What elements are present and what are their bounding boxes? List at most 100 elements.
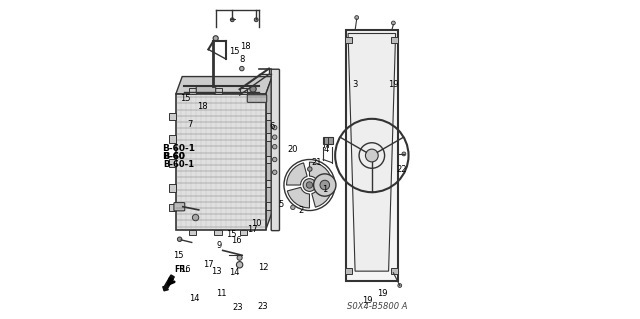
Text: 5: 5 <box>278 200 284 209</box>
Circle shape <box>308 167 312 171</box>
Circle shape <box>273 145 277 149</box>
Polygon shape <box>287 163 307 185</box>
Text: 9: 9 <box>216 241 221 250</box>
Text: 3: 3 <box>352 80 357 89</box>
Text: 16: 16 <box>230 236 241 245</box>
FancyBboxPatch shape <box>266 180 273 187</box>
Text: 16: 16 <box>180 265 190 274</box>
Text: 14: 14 <box>189 294 200 303</box>
Text: 19: 19 <box>362 296 373 305</box>
Text: 17: 17 <box>204 260 214 269</box>
Text: 10: 10 <box>252 219 262 228</box>
Circle shape <box>273 125 277 130</box>
Text: 2: 2 <box>298 206 303 215</box>
Text: B-60: B-60 <box>163 152 185 161</box>
FancyBboxPatch shape <box>392 268 399 274</box>
Circle shape <box>398 284 402 287</box>
FancyBboxPatch shape <box>214 230 221 235</box>
Circle shape <box>250 86 256 92</box>
FancyBboxPatch shape <box>169 159 176 167</box>
Circle shape <box>202 86 209 92</box>
Polygon shape <box>348 33 396 271</box>
Circle shape <box>237 255 242 260</box>
FancyBboxPatch shape <box>345 268 352 274</box>
Text: 23: 23 <box>232 303 243 312</box>
Circle shape <box>254 18 258 22</box>
Text: 1: 1 <box>322 185 328 194</box>
Text: B-60-1: B-60-1 <box>162 144 195 153</box>
Text: 6: 6 <box>269 122 275 130</box>
Text: 17: 17 <box>246 225 257 234</box>
Text: 19: 19 <box>388 80 398 89</box>
Text: S0X4-B5800 A: S0X4-B5800 A <box>347 302 408 311</box>
FancyBboxPatch shape <box>266 156 273 163</box>
Circle shape <box>402 152 406 156</box>
FancyBboxPatch shape <box>266 202 273 210</box>
FancyArrow shape <box>163 275 174 291</box>
FancyBboxPatch shape <box>189 88 196 94</box>
FancyBboxPatch shape <box>169 204 176 211</box>
FancyBboxPatch shape <box>169 135 176 143</box>
FancyBboxPatch shape <box>174 203 185 211</box>
Text: 18: 18 <box>197 102 208 111</box>
Circle shape <box>320 180 330 190</box>
FancyBboxPatch shape <box>271 69 280 231</box>
Circle shape <box>307 182 313 188</box>
Circle shape <box>213 36 218 41</box>
Text: 8: 8 <box>239 55 245 63</box>
FancyBboxPatch shape <box>169 113 176 120</box>
FancyBboxPatch shape <box>266 113 273 120</box>
Polygon shape <box>312 185 332 207</box>
Circle shape <box>392 21 396 25</box>
FancyBboxPatch shape <box>169 184 176 192</box>
FancyBboxPatch shape <box>323 137 333 144</box>
Text: 22: 22 <box>397 165 407 174</box>
Text: 23: 23 <box>258 302 268 311</box>
FancyBboxPatch shape <box>247 95 267 102</box>
Circle shape <box>303 179 316 191</box>
Text: 15: 15 <box>173 251 184 260</box>
Circle shape <box>273 157 277 162</box>
Polygon shape <box>346 30 398 281</box>
Circle shape <box>273 135 277 139</box>
Text: 20: 20 <box>287 145 298 154</box>
FancyBboxPatch shape <box>266 133 273 141</box>
Polygon shape <box>287 187 310 208</box>
FancyBboxPatch shape <box>189 230 196 235</box>
Text: 18: 18 <box>239 42 250 51</box>
FancyBboxPatch shape <box>214 88 221 94</box>
Text: FR.: FR. <box>174 265 188 274</box>
FancyBboxPatch shape <box>345 37 352 43</box>
Circle shape <box>291 205 295 210</box>
Polygon shape <box>310 162 332 183</box>
Circle shape <box>239 66 244 71</box>
Circle shape <box>193 214 199 221</box>
FancyBboxPatch shape <box>196 86 216 93</box>
Circle shape <box>177 237 182 241</box>
Polygon shape <box>176 77 272 94</box>
Polygon shape <box>266 77 272 230</box>
Circle shape <box>314 174 336 196</box>
FancyBboxPatch shape <box>239 230 247 235</box>
Text: 14: 14 <box>229 268 239 277</box>
Text: 19: 19 <box>378 289 388 298</box>
FancyBboxPatch shape <box>239 88 247 94</box>
Text: B-60-1: B-60-1 <box>163 160 194 169</box>
Text: B-60: B-60 <box>162 152 185 161</box>
Text: 12: 12 <box>258 263 268 272</box>
Circle shape <box>273 170 277 174</box>
Text: 13: 13 <box>212 267 222 276</box>
Polygon shape <box>176 94 266 230</box>
Circle shape <box>365 149 378 162</box>
Text: 15: 15 <box>227 230 237 239</box>
FancyBboxPatch shape <box>392 37 399 43</box>
Circle shape <box>355 16 358 19</box>
Text: 4: 4 <box>323 145 329 154</box>
Text: 7: 7 <box>188 120 193 129</box>
Text: 15: 15 <box>229 47 239 56</box>
Text: 15: 15 <box>180 94 190 103</box>
Text: 21: 21 <box>311 158 321 167</box>
Circle shape <box>236 262 243 268</box>
Text: 11: 11 <box>216 289 227 298</box>
Circle shape <box>230 18 234 22</box>
